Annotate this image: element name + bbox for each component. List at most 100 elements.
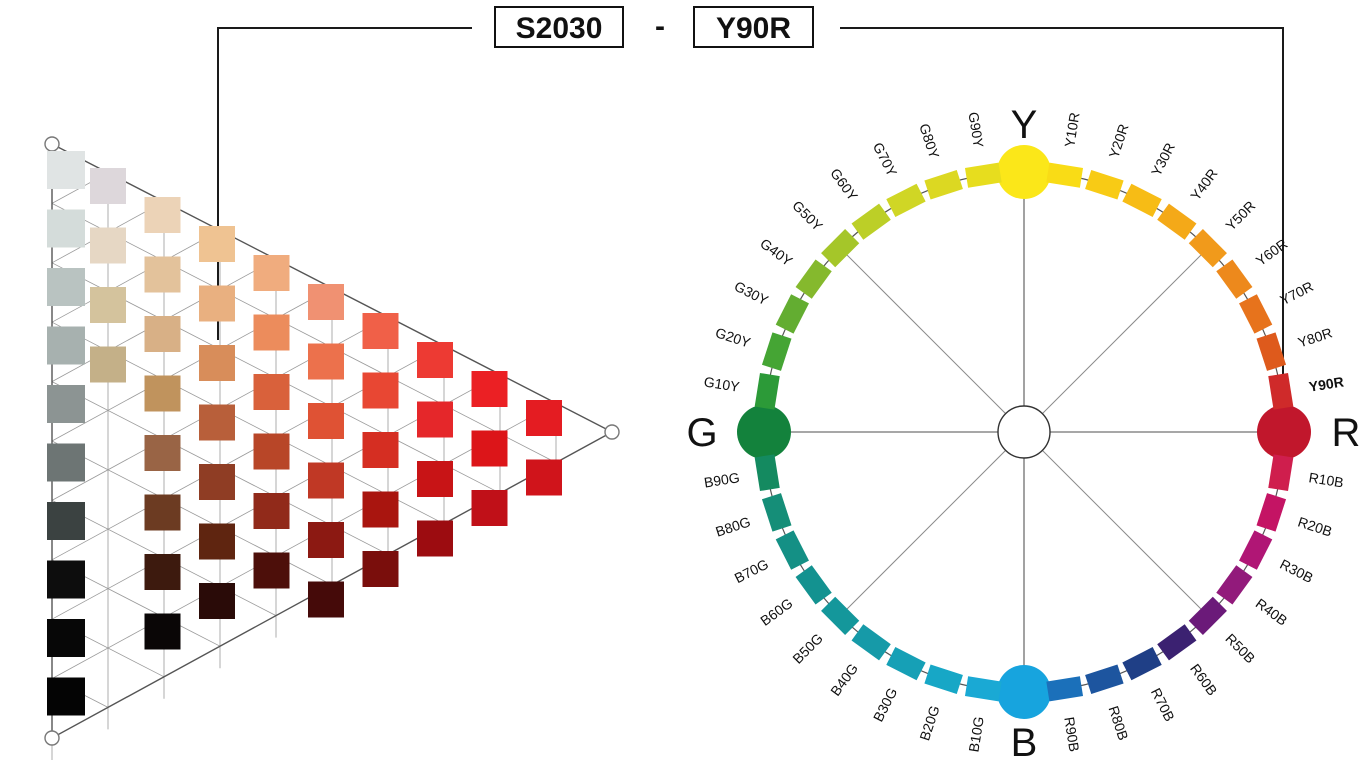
greyscale-swatch xyxy=(47,385,85,423)
nuance-swatch xyxy=(253,374,290,410)
nuance-swatch xyxy=(253,314,290,351)
nuance-swatch xyxy=(90,227,126,264)
hue-swatch xyxy=(851,203,891,240)
white-corner-marker xyxy=(44,136,60,152)
greyscale-swatch xyxy=(47,443,85,482)
hue-label: Y60R xyxy=(1253,235,1291,269)
nuance-swatch xyxy=(144,554,181,590)
nuance-swatch xyxy=(417,401,453,438)
hue-swatch xyxy=(1216,565,1253,605)
primary-g-dot xyxy=(737,405,791,459)
greyscale-swatch xyxy=(47,209,85,248)
hue-swatch xyxy=(1268,454,1294,492)
hue-swatch xyxy=(795,565,832,605)
hue-swatch xyxy=(761,493,792,532)
nuance-swatch xyxy=(526,400,562,436)
neutral-center xyxy=(997,405,1051,459)
nuance-swatch xyxy=(308,581,344,618)
nuance-swatch xyxy=(144,613,181,650)
hue-label: G90Y xyxy=(965,111,987,150)
nuance-swatch xyxy=(199,583,235,619)
code-separator: - xyxy=(655,10,665,43)
hue-swatch xyxy=(1157,624,1197,661)
hue-label: B40G xyxy=(827,660,861,698)
hue-spoke xyxy=(839,431,1025,617)
hue-label: G80Y xyxy=(916,121,942,161)
nuance-swatch xyxy=(417,520,453,557)
hue-swatch xyxy=(886,647,926,681)
nuance-swatch xyxy=(199,345,235,381)
nuance-swatch xyxy=(90,287,126,323)
hue-label: B30G xyxy=(870,685,901,724)
hue-label: G10Y xyxy=(703,373,742,395)
nuance-swatch xyxy=(199,464,235,500)
nuance-swatch xyxy=(253,255,290,291)
nuance-swatch xyxy=(417,342,453,378)
hue-swatch xyxy=(1085,169,1124,200)
hue-label: Y10R xyxy=(1061,111,1082,148)
nuance-code-box: S2030 xyxy=(494,6,624,48)
hue-label: G30Y xyxy=(732,278,772,309)
nuance-swatch xyxy=(362,432,399,468)
hue-swatch xyxy=(1122,183,1162,217)
hue-swatch xyxy=(1157,203,1197,240)
greyscale-swatch xyxy=(47,326,85,365)
hue-label: Y50R xyxy=(1222,198,1258,234)
nuance-swatch xyxy=(253,552,290,589)
hue-label: R10B xyxy=(1308,469,1345,490)
nuance-swatch xyxy=(253,493,290,529)
hue-label: G50Y xyxy=(789,197,826,234)
hue-label: G20Y xyxy=(713,324,753,350)
primary-b-dot xyxy=(997,665,1051,719)
nuance-swatch xyxy=(362,551,399,587)
primary-y-dot xyxy=(997,145,1051,199)
nuance-swatch xyxy=(144,316,181,352)
primary-y-label: Y xyxy=(1011,103,1038,147)
hue-label: Y30R xyxy=(1148,140,1178,178)
nuance-swatch xyxy=(308,462,344,499)
nuance-swatch xyxy=(471,371,508,407)
hue-label: B20G xyxy=(916,704,942,743)
hue-connector-line xyxy=(840,27,1284,384)
hue-label: R30B xyxy=(1277,556,1315,586)
hue-swatch xyxy=(821,596,860,635)
hue-label: R80B xyxy=(1106,704,1132,742)
hue-swatch xyxy=(886,183,926,217)
triangle-grid-line xyxy=(51,230,221,323)
hue-swatch xyxy=(1239,294,1273,334)
nuance-swatch xyxy=(362,372,399,409)
nuance-swatch xyxy=(362,491,399,528)
hue-swatch xyxy=(1085,664,1124,695)
hue-swatch xyxy=(1188,229,1227,268)
hue-label: B90G xyxy=(703,469,741,490)
nuance-swatch xyxy=(199,285,235,322)
hue-label: B80G xyxy=(713,513,752,539)
hue-swatch xyxy=(1046,676,1084,702)
hue-label: R50B xyxy=(1222,630,1258,666)
triangle-grid-line xyxy=(51,203,557,463)
greyscale-swatch xyxy=(47,619,85,657)
hue-swatch xyxy=(1188,596,1227,635)
nuance-swatch xyxy=(253,433,290,470)
hue-swatch xyxy=(795,259,832,299)
nuance-swatch xyxy=(144,256,181,293)
hue-label: R90B xyxy=(1061,716,1082,753)
greyscale-swatch xyxy=(47,151,85,189)
primary-b-label: B xyxy=(1011,721,1038,765)
hue-swatch xyxy=(964,676,1002,702)
hue-swatch xyxy=(754,454,780,492)
hue-swatch xyxy=(1239,530,1273,570)
nuance-swatch xyxy=(144,375,181,412)
triangle-grid-line xyxy=(51,440,333,586)
nuance-swatch xyxy=(308,403,344,439)
nuance-swatch xyxy=(362,313,399,349)
hue-swatch xyxy=(821,229,860,268)
hue-swatch xyxy=(1046,162,1084,188)
nuance-swatch xyxy=(199,226,235,262)
hue-spoke xyxy=(1023,247,1209,433)
hue-swatch xyxy=(775,530,809,570)
primary-g-label: G xyxy=(686,411,717,455)
hue-label: B60G xyxy=(757,595,795,629)
